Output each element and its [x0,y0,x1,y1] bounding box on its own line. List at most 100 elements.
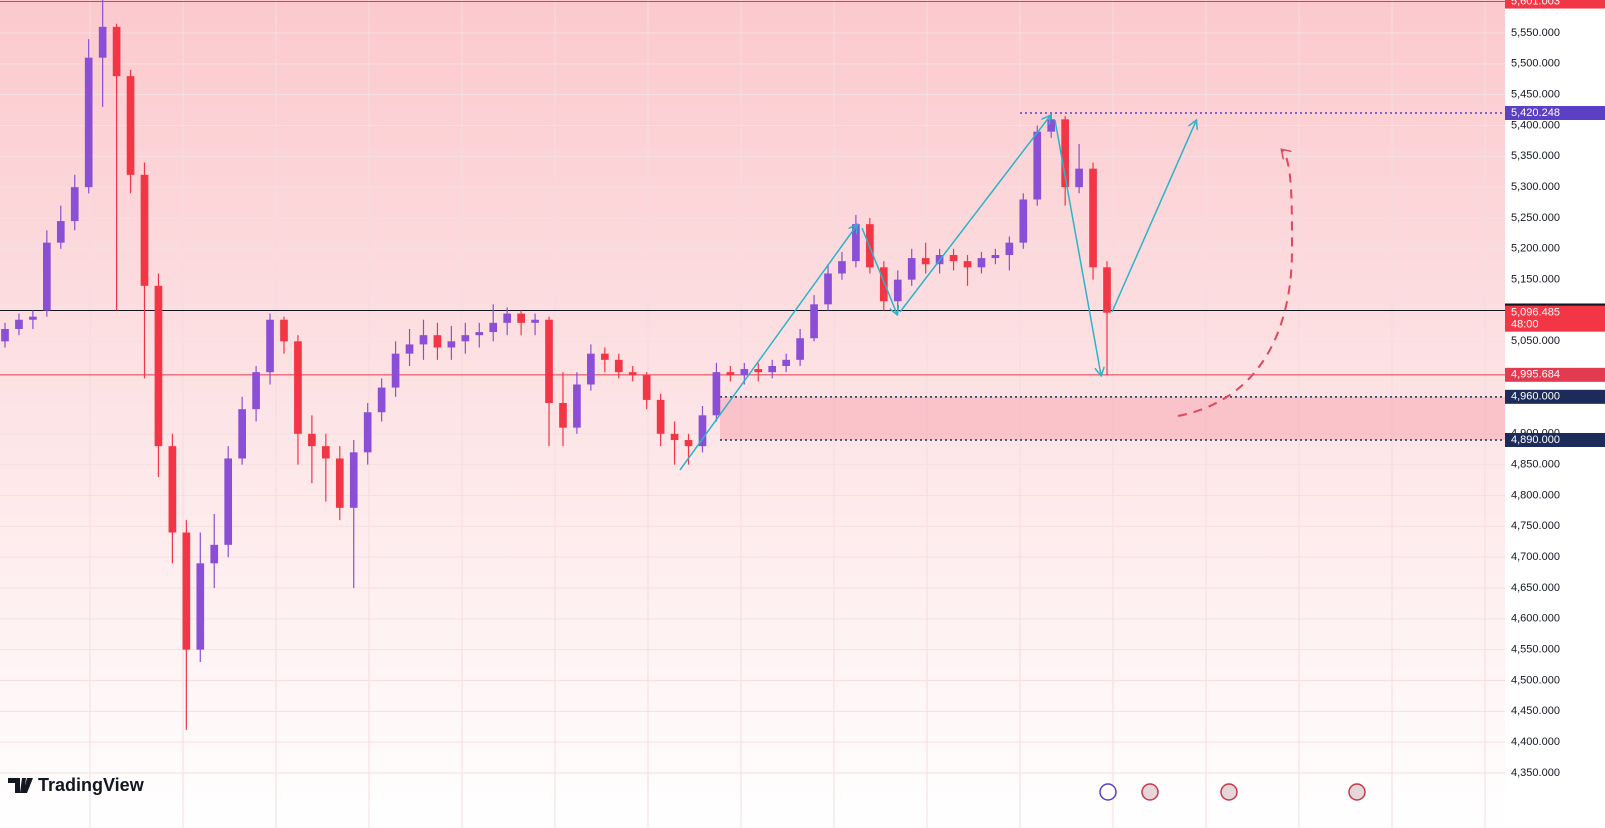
candle-body [308,433,316,447]
candle-body [461,335,470,342]
y-tick-label: 4,650.000 [1511,582,1560,594]
logo: TradingView [8,775,145,795]
candle-body [475,332,484,336]
candle-body [238,409,246,459]
candle-body [182,532,191,650]
y-tick-label: 5,500.000 [1511,58,1560,70]
y-tick-label: 4,600.000 [1511,613,1560,625]
candle-body [852,224,860,262]
event-icon[interactable] [1099,783,1117,801]
candle-body [628,372,637,376]
level-label: 5,601.003 [1511,0,1560,7]
candle-body [112,26,121,77]
candle-body [796,338,804,360]
candle-body [977,258,986,268]
candle-body [1047,119,1056,132]
candle-body [684,439,693,447]
candle-body [991,254,1000,259]
candle-body [838,261,846,274]
candle-body [210,544,219,564]
candle-body [740,369,749,376]
support-zone [720,396,1505,440]
arrow [1111,121,1196,313]
candle-body [1089,168,1097,268]
candle-body [1061,119,1069,188]
candle-body [670,433,679,440]
candle-body [517,313,525,323]
candle-body [587,353,595,385]
candle-body [84,57,93,188]
candle-body [266,319,274,373]
level-label: 5,420.248 [1511,107,1560,119]
candle-body [280,319,288,342]
y-tick-label: 4,550.000 [1511,644,1560,656]
level-label-bg [1505,106,1605,121]
candle-body [447,341,456,348]
candle-body [140,174,149,286]
level-label: 5,096.485 [1511,307,1560,319]
candle-body [405,344,414,354]
candle-body [949,254,958,262]
level-label-bg [1505,305,1605,332]
y-tick-label: 5,200.000 [1511,243,1560,255]
candle-body [782,359,791,366]
candle-body [642,375,651,400]
arrow [679,225,857,471]
candle-body [1033,131,1042,200]
projection-curve [1177,150,1294,417]
candle-body [433,335,442,348]
candle-body [196,563,205,650]
y-tick-label: 4,400.000 [1511,736,1560,748]
candle-body [335,458,344,508]
candle-body [391,353,400,388]
event-icon[interactable] [1141,783,1159,801]
candle-body [726,372,735,376]
candle-body [1019,199,1028,243]
candle-body [824,273,832,305]
event-icon[interactable] [1220,783,1238,801]
candle-body [614,359,623,373]
candle-body [154,285,163,447]
event-icon[interactable] [1348,783,1366,801]
candle-body [1103,267,1111,313]
level-layer [0,1,1505,441]
candle-body [810,304,818,339]
candle-body [1075,168,1083,188]
level-label: 4,890.000 [1511,434,1560,446]
arrow [1054,119,1101,375]
candle-body [29,316,37,320]
candle-body [600,353,609,360]
candle-body [98,26,107,58]
y-tick-label: 5,350.000 [1511,150,1560,162]
logo-mark [8,778,33,793]
candle-body [43,242,51,311]
level-label: 4,995.684 [1511,369,1560,381]
level-label-bg [1505,432,1605,447]
level-label-bg [1505,0,1605,9]
candle-body [573,384,581,428]
y-tick-label: 4,750.000 [1511,520,1560,532]
candle-body [879,267,888,302]
level-label-bg [1505,389,1605,404]
grid [0,0,1505,828]
logo-text: TradingView [38,775,145,795]
candle-body [349,452,358,508]
candle-body [56,221,65,243]
candle-body [768,365,777,373]
y-tick-label: 4,700.000 [1511,551,1560,563]
arrow [861,227,897,314]
candle-body [503,313,512,323]
candle-body [656,399,665,434]
drawings [679,116,1294,471]
y-tick-label: 5,400.000 [1511,119,1560,131]
level-label: 4,960.000 [1511,391,1560,403]
event-icons [1099,783,1366,801]
candle-body [224,458,233,545]
y-tick-label: 4,800.000 [1511,489,1560,501]
y-tick-label: 4,450.000 [1511,705,1560,717]
zone-layer [720,396,1505,440]
candle-body [712,372,721,416]
y-tick-label: 5,450.000 [1511,89,1560,101]
